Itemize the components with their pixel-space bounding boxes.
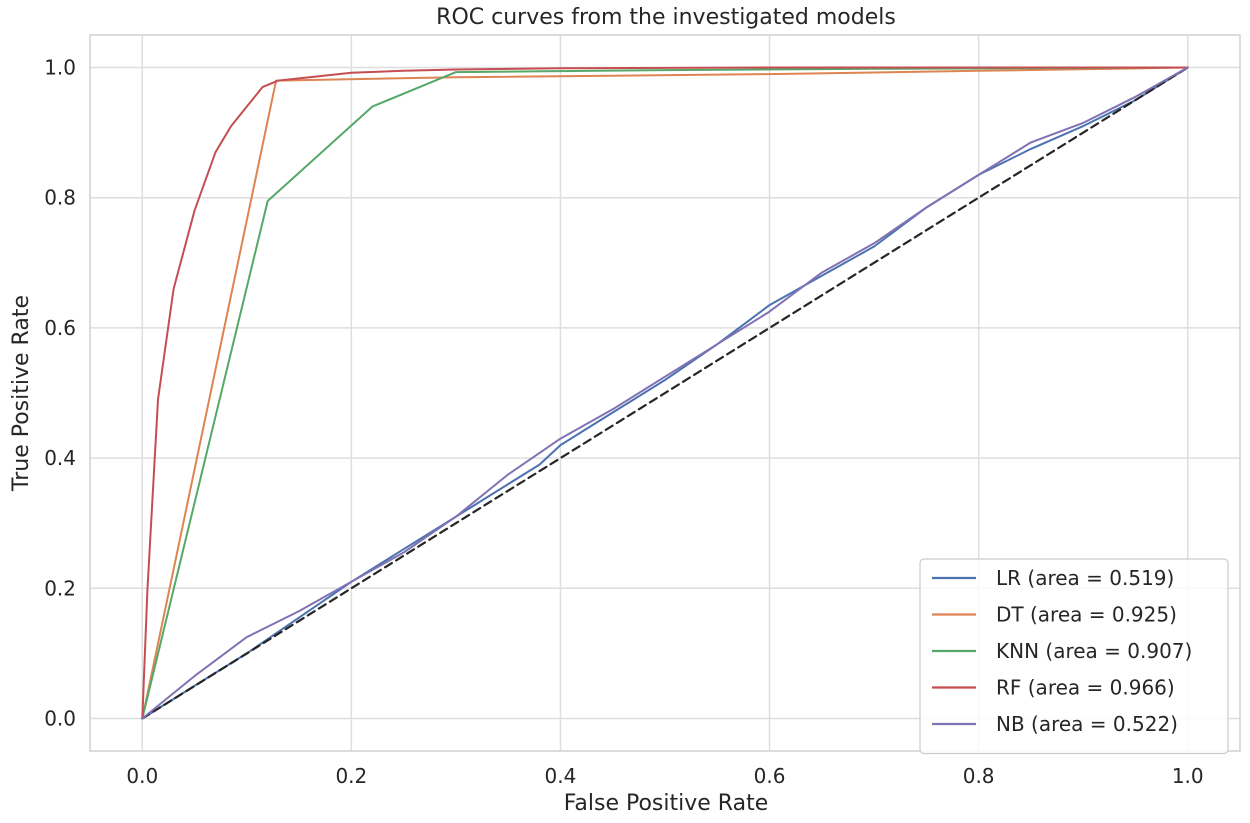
series-line-knn bbox=[141, 66, 1189, 720]
legend-box bbox=[919, 558, 1229, 755]
x-tick-label: 0.2 bbox=[335, 764, 367, 788]
y-tick-label: 1.0 bbox=[44, 56, 76, 80]
y-tick-label: 0.0 bbox=[44, 706, 76, 730]
chance-diagonal-line bbox=[141, 66, 1189, 720]
y-axis-label: True Positive Rate bbox=[9, 295, 34, 492]
x-tick-label: 0.8 bbox=[963, 764, 995, 788]
grid bbox=[90, 35, 1240, 751]
y-tick-labels: 0.0 0.2 0.4 0.6 0.8 1.0 bbox=[44, 56, 76, 731]
x-tick-labels: 0.0 0.2 0.4 0.6 0.8 1.0 bbox=[126, 764, 1203, 788]
legend-entry-label: LR (area = 0.519) bbox=[996, 566, 1174, 590]
series-line-nb bbox=[141, 66, 1189, 720]
x-axis-label: False Positive Rate bbox=[564, 791, 768, 816]
legend: LR (area = 0.519) DT (area = 0.925) KNN (a… bbox=[919, 558, 1229, 755]
legend-entry-label: KNN (area = 0.907) bbox=[996, 639, 1192, 663]
chart-title: ROC curves from the investigated models bbox=[436, 5, 896, 30]
y-tick-label: 0.4 bbox=[44, 446, 76, 470]
series-lines bbox=[141, 66, 1189, 720]
x-tick-label: 0.0 bbox=[126, 764, 158, 788]
x-tick-label: 0.6 bbox=[754, 764, 786, 788]
y-tick-label: 0.2 bbox=[44, 576, 76, 600]
series-line-dt bbox=[141, 66, 1189, 720]
x-tick-label: 1.0 bbox=[1172, 764, 1204, 788]
legend-entry-label: RF (area = 0.966) bbox=[996, 676, 1175, 700]
x-tick-label: 0.4 bbox=[545, 764, 577, 788]
series-line-rf bbox=[141, 66, 1189, 720]
y-tick-label: 0.6 bbox=[44, 316, 76, 340]
series-line-lr bbox=[141, 66, 1189, 720]
legend-entry-label: NB (area = 0.522) bbox=[996, 712, 1178, 736]
legend-entry-label: DT (area = 0.925) bbox=[996, 603, 1177, 627]
y-tick-label: 0.8 bbox=[44, 186, 76, 210]
plot-frame bbox=[89, 34, 1241, 752]
